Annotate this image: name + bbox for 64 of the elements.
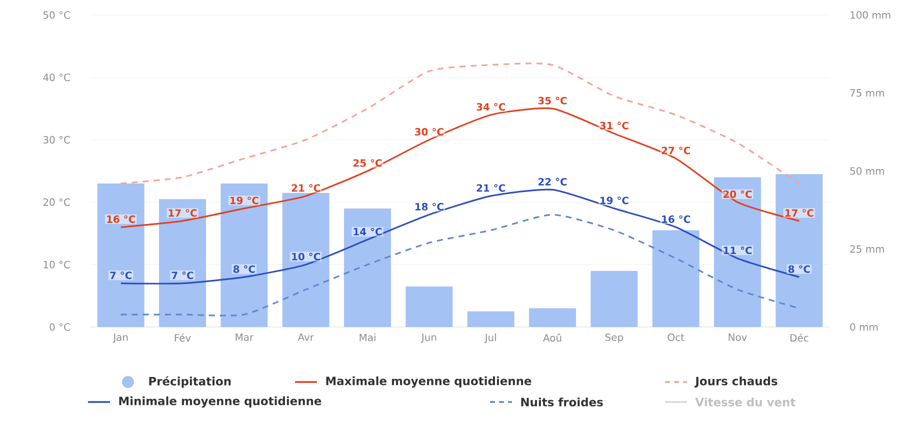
y2-tick-label: 100 mm bbox=[850, 11, 890, 19]
y-tick-label: 50 °C bbox=[43, 11, 70, 19]
x-tick-label: Déc bbox=[790, 334, 808, 342]
bar bbox=[590, 270, 638, 327]
data-label: 17 °C bbox=[785, 209, 814, 217]
x-tick-label: Mai bbox=[360, 334, 376, 342]
data-label: 19 °C bbox=[600, 196, 628, 204]
data-label: 18 °C bbox=[415, 202, 444, 210]
bar bbox=[652, 230, 700, 327]
data-label: 22 °C bbox=[538, 178, 567, 186]
bar bbox=[344, 208, 392, 327]
x-tick-label: Jan bbox=[112, 334, 128, 343]
x-tick-label: Jul bbox=[484, 334, 496, 344]
bar bbox=[467, 311, 514, 327]
y-tick-label: 0 °C bbox=[50, 323, 70, 331]
y2-tick-label: 25 mm bbox=[850, 245, 884, 253]
data-label: 21 °C bbox=[292, 184, 320, 192]
bar bbox=[529, 308, 576, 327]
y-tick-label: 40 °C bbox=[43, 74, 70, 82]
legend-label: Jours chauds bbox=[694, 376, 778, 388]
data-label: 25 °C bbox=[353, 159, 382, 167]
data-label: 10 °C bbox=[292, 252, 320, 260]
data-label: 8 °C bbox=[788, 265, 810, 273]
legend-label: Minimale moyenne quotidienne bbox=[119, 396, 322, 408]
y-tick-label: 10 °C bbox=[44, 260, 70, 268]
data-label: 30 °C bbox=[415, 128, 444, 136]
legend-label: Vitesse du vent bbox=[695, 398, 796, 406]
bar bbox=[97, 183, 144, 327]
bar bbox=[776, 174, 823, 327]
bar bbox=[220, 183, 268, 327]
x-tick-label: Nov bbox=[728, 334, 747, 341]
bar bbox=[406, 286, 453, 327]
data-label: 17 °C bbox=[168, 209, 197, 217]
data-label: 19 °C bbox=[230, 196, 258, 204]
data-label: 35 °C bbox=[538, 96, 567, 104]
data-label: 14 °C bbox=[354, 228, 382, 236]
y-tick-label: 20 °C bbox=[43, 198, 70, 206]
y2-tick-label: 0 mm bbox=[850, 323, 878, 331]
bar bbox=[714, 177, 762, 327]
data-label: 31 °C bbox=[600, 122, 628, 130]
data-label: 16 °C bbox=[107, 215, 136, 223]
x-tick-label: Aoû bbox=[543, 334, 562, 342]
legend-label: Précipitation bbox=[149, 376, 231, 388]
legend-label: Maximale moyenne quotidienne bbox=[326, 376, 532, 388]
x-tick-label: Fév bbox=[174, 334, 191, 342]
data-label: 20 °C bbox=[723, 190, 752, 198]
legend-label: Nuits froides bbox=[521, 398, 603, 406]
x-tick-label: Sep bbox=[605, 334, 624, 343]
data-label: 16 °C bbox=[662, 215, 690, 223]
data-label: 8 °C bbox=[233, 265, 255, 273]
x-tick-label: Oct bbox=[668, 334, 684, 342]
data-label: 11 °C bbox=[724, 246, 752, 254]
bar bbox=[159, 199, 206, 327]
x-tick-label: Avr bbox=[298, 334, 314, 341]
y2-tick-label: 50 mm bbox=[850, 167, 884, 175]
data-label: 7 °C bbox=[172, 272, 194, 280]
data-label: 7 °C bbox=[110, 272, 132, 280]
y-tick-label: 30 °C bbox=[43, 136, 70, 144]
x-tick-label: Mar bbox=[236, 334, 254, 341]
y2-tick-label: 75 mm bbox=[850, 89, 884, 97]
x-tick-label: Jun bbox=[420, 334, 436, 343]
data-label: 21 °C bbox=[476, 184, 506, 192]
data-label: 27 °C bbox=[662, 146, 690, 154]
data-label: 34 °C bbox=[476, 103, 506, 111]
